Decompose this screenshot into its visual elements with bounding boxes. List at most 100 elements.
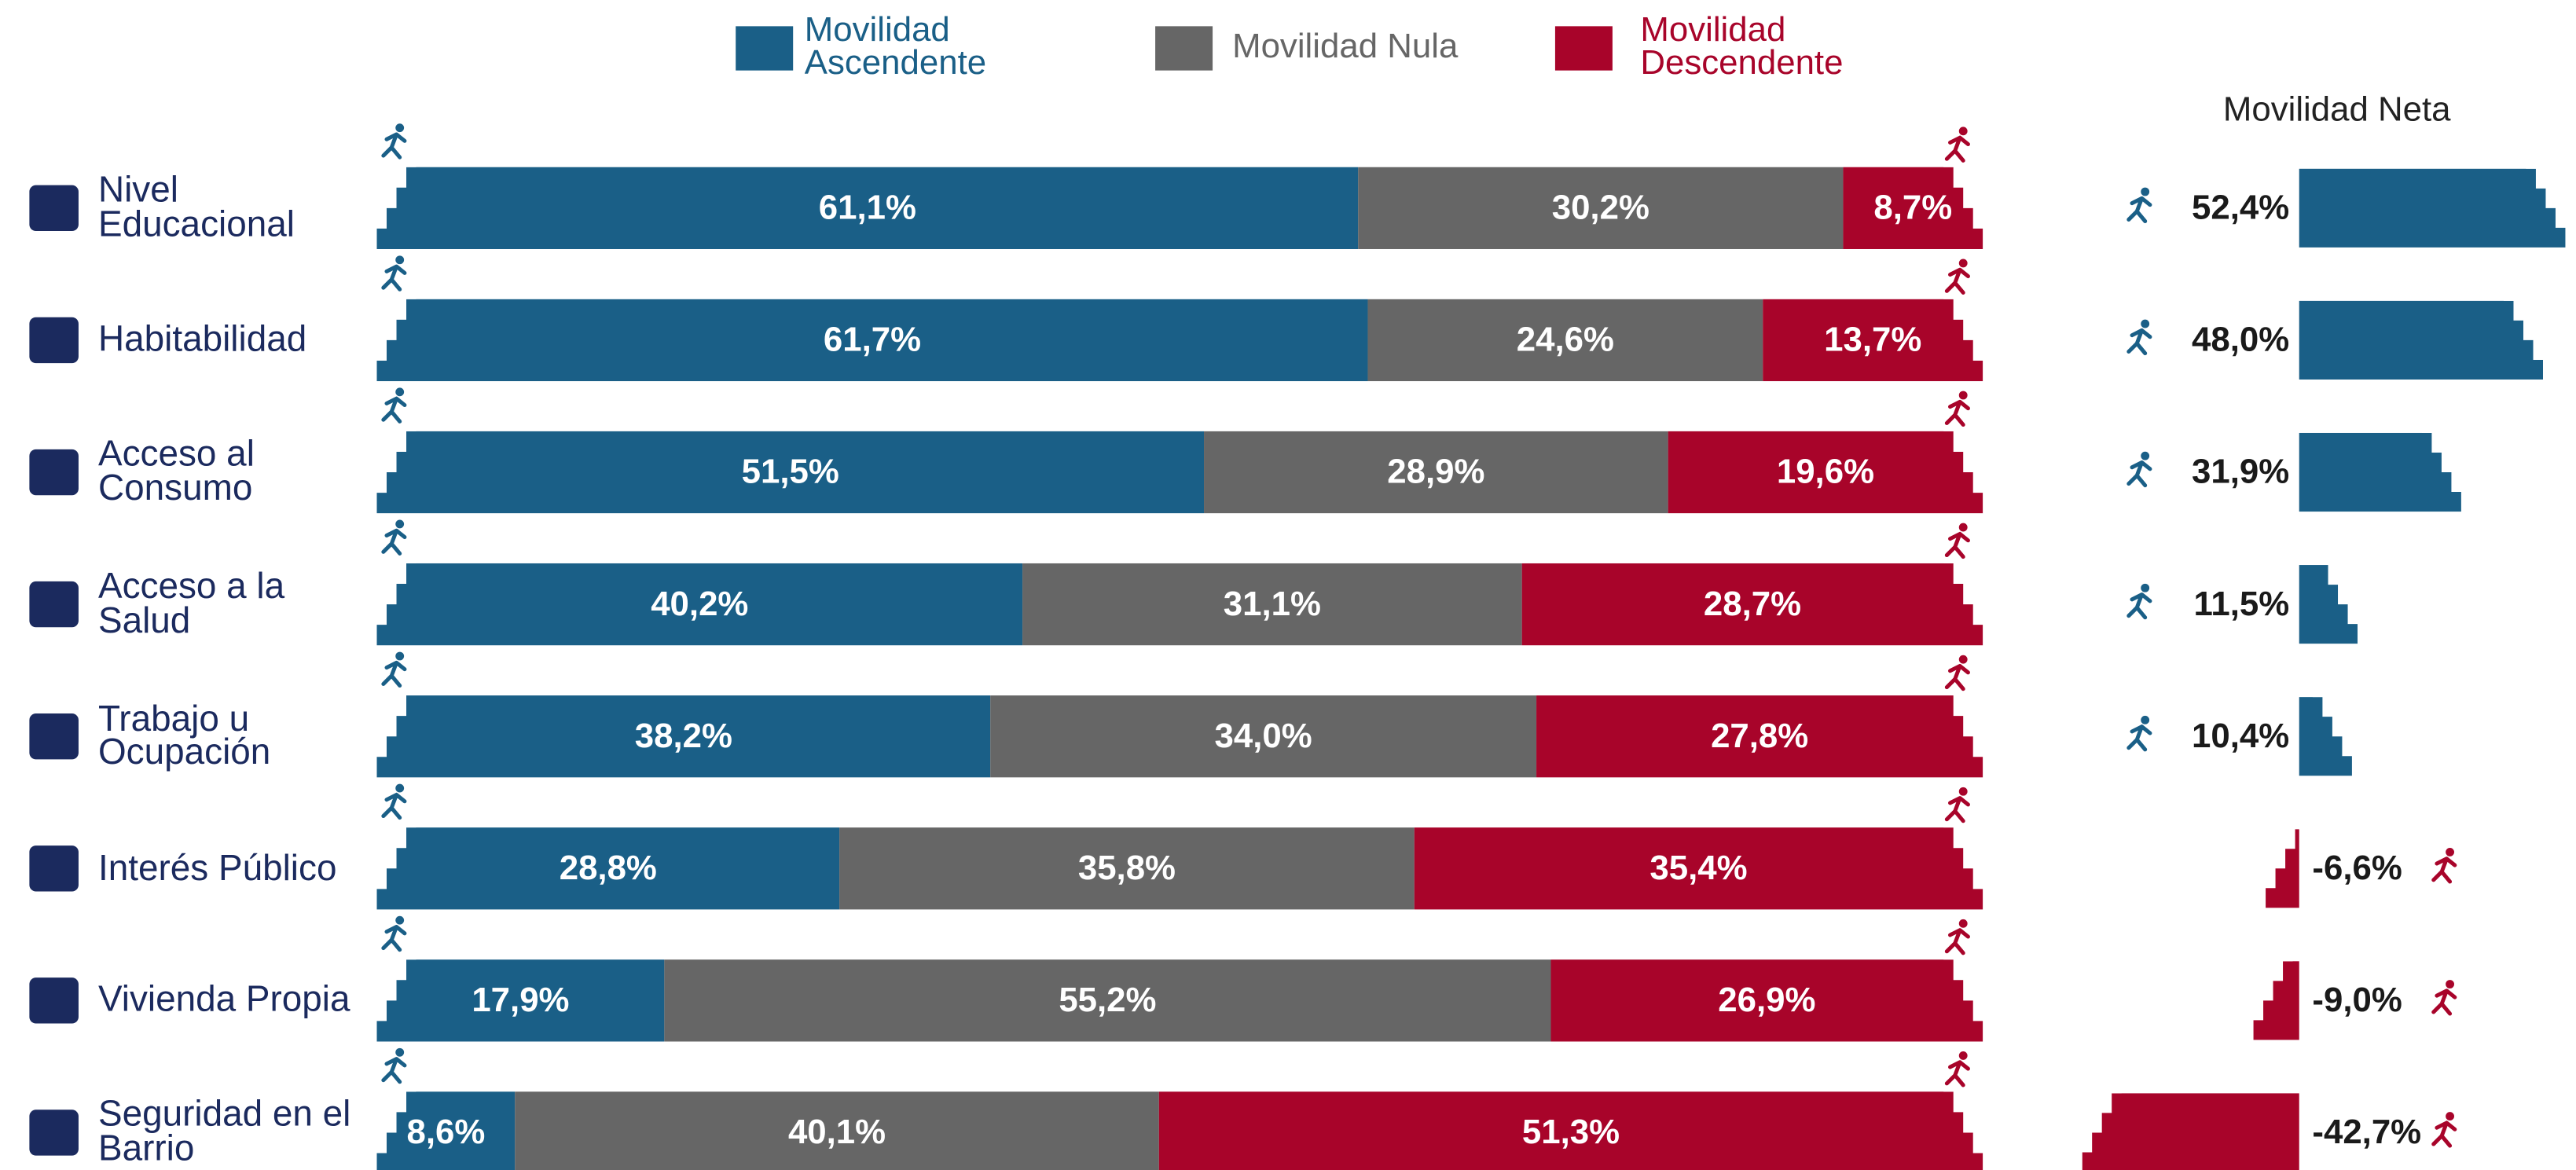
icon-head <box>395 123 405 133</box>
stair-step <box>2312 695 2354 776</box>
stair-step <box>2318 563 2360 644</box>
icon-head <box>2446 1112 2454 1121</box>
runner-icon <box>2126 715 2152 752</box>
bar-segment <box>1414 827 1983 910</box>
bar-segment <box>990 695 1537 778</box>
net-bar <box>2082 1093 2299 1170</box>
icon-body <box>2126 328 2152 356</box>
icon-body <box>381 528 407 556</box>
stair-step <box>375 429 416 514</box>
net-label: -6,6% <box>2312 849 2402 887</box>
stair-step <box>375 561 416 646</box>
stair-step <box>2421 431 2464 512</box>
category-icon <box>29 1109 79 1156</box>
legend-label-box: Movilidad Nula <box>1232 28 1459 66</box>
runner-icon <box>381 651 407 688</box>
bar-segment <box>1022 563 1522 646</box>
stair-step <box>1943 958 1985 1042</box>
value-label: 55,2% <box>1059 981 1156 1019</box>
legend-swatch <box>1155 26 1213 71</box>
category-label: Habitabilidad <box>97 317 307 360</box>
category-label: Acceso al Consumo <box>97 433 255 508</box>
category-label-box: Interés Público <box>97 846 337 888</box>
bar-segment <box>664 959 1551 1042</box>
runner-icon <box>1944 787 1970 823</box>
bar-segment <box>376 959 665 1042</box>
value-label: 40,1% <box>788 1113 886 1151</box>
value-label: 28,9% <box>1387 453 1484 491</box>
bar-segment <box>515 1091 1159 1170</box>
icon-body <box>2431 988 2457 1016</box>
value-label: 8,6% <box>406 1113 485 1151</box>
bar-segment <box>376 431 1205 514</box>
legend-swatch <box>736 26 794 71</box>
icon-head <box>1958 787 1968 796</box>
runner-icon <box>381 387 407 424</box>
icon-body <box>381 792 407 820</box>
value-label: 27,8% <box>1711 717 1808 755</box>
category-label-box: Trabajo u Ocupación <box>97 697 271 773</box>
category-label-box: Vivienda Propia <box>98 981 350 1017</box>
stair-step <box>2263 827 2306 908</box>
value-label: 28,7% <box>1704 585 1801 623</box>
category-icon <box>29 581 79 628</box>
category-label-box: Nivel Educacional <box>98 171 295 241</box>
icon-body <box>381 1057 407 1084</box>
value-label: 35,8% <box>1078 849 1176 887</box>
stair-step <box>1943 297 1985 382</box>
stair-step <box>375 826 416 910</box>
icon-body <box>1944 664 1970 691</box>
icon-body <box>381 660 407 688</box>
icon-head <box>1958 1051 1968 1060</box>
stair-step <box>2080 1091 2122 1170</box>
stair-step <box>1943 165 1985 249</box>
icon-head <box>1958 919 1968 928</box>
value-label: 38,2% <box>635 717 732 755</box>
runner-icon <box>1944 127 1970 163</box>
runner-icon <box>381 1047 407 1084</box>
runner-icon <box>1944 1051 1970 1087</box>
value-label: 35,4% <box>1649 849 1747 887</box>
category-label: Trabajo u Ocupación <box>97 697 271 773</box>
legend-swatch <box>1554 26 1613 71</box>
stair-step <box>1943 826 1985 910</box>
bar-segment <box>376 299 1368 382</box>
category-label: Seguridad en el Barrio <box>97 1093 351 1169</box>
icon-head <box>2141 319 2150 328</box>
legend-label: Movilidad Descendente <box>1640 11 1844 83</box>
icon-body <box>2126 724 2152 752</box>
legend-label: Movilidad Nula <box>1232 28 1459 66</box>
icon-head <box>395 387 405 397</box>
icon-head <box>1958 391 1968 400</box>
icon-head <box>395 915 405 925</box>
icon-head <box>395 519 405 529</box>
value-label: 51,5% <box>742 453 839 491</box>
icon-head <box>1958 259 1968 268</box>
bar-segment <box>1668 431 1983 514</box>
value-label: 34,0% <box>1215 717 1312 755</box>
icon-head <box>2141 451 2150 460</box>
bar-segment <box>1358 167 1844 249</box>
bar-segment <box>376 563 1023 646</box>
bar-segment <box>1521 563 1983 646</box>
category-icon <box>29 845 79 892</box>
runner-icon <box>2431 980 2457 1016</box>
icon-body <box>381 396 407 424</box>
runner-icon <box>381 519 407 556</box>
value-label: 61,7% <box>824 321 921 359</box>
category-label: Interés Público <box>97 846 337 888</box>
net-label: 10,4% <box>2192 717 2289 755</box>
runner-icon <box>1944 655 1970 691</box>
icon-head <box>395 783 405 793</box>
icon-head <box>1958 523 1968 532</box>
category-label-box: Acceso a la Salud <box>98 567 284 637</box>
runner-icon <box>2126 187 2152 224</box>
stair-step <box>375 693 416 778</box>
bar-segment <box>1763 299 1983 382</box>
icon-head <box>395 255 405 265</box>
runner-icon <box>381 255 407 292</box>
value-label: 28,8% <box>560 849 657 887</box>
runner-icon <box>2126 583 2152 620</box>
